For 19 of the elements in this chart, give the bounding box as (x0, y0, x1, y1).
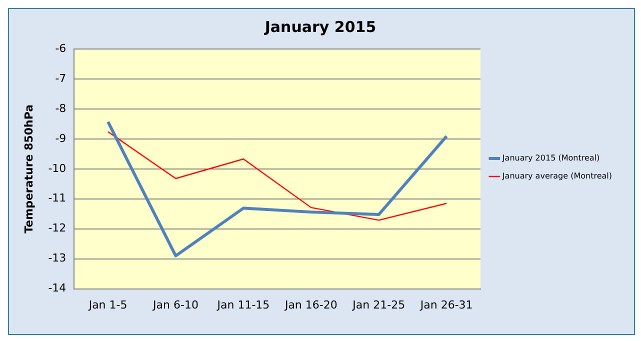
y-axis-title: Temperature 850hPa (22, 104, 36, 234)
y-tick-label: -6 (55, 42, 66, 55)
x-tick-label: Jan 26-31 (419, 298, 473, 312)
y-tick-label: -13 (48, 252, 66, 265)
x-tick-label: Jan 1-5 (88, 298, 128, 312)
y-tick-label: -8 (55, 102, 66, 115)
x-tick-label: Jan 21-25 (352, 298, 406, 312)
legend-label: January 2015 (Montreal) (501, 154, 600, 163)
y-tick-label: -11 (48, 192, 66, 205)
x-tick-label: Jan 16-20 (284, 298, 338, 312)
x-tick-label: Jan 6-10 (152, 298, 198, 312)
y-tick-label: -12 (48, 222, 66, 235)
y-tick-label: -10 (48, 162, 66, 175)
y-tick-label: -9 (55, 132, 66, 145)
legend-label: January average (Montreal) (501, 172, 612, 181)
y-tick-label: -14 (48, 282, 66, 295)
x-tick-label: Jan 11-15 (216, 298, 270, 312)
y-tick-label: -7 (55, 72, 66, 85)
chart-title: January 2015 (264, 18, 376, 36)
